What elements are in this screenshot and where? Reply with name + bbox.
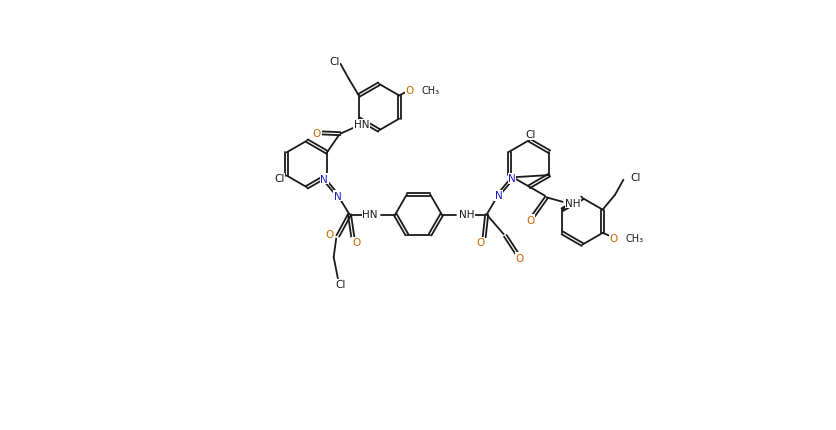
Text: O: O [352, 237, 359, 248]
Text: O: O [476, 237, 483, 248]
Text: O: O [515, 253, 523, 263]
Text: N: N [334, 191, 341, 201]
Text: O: O [325, 230, 334, 240]
Text: NH: NH [459, 210, 474, 220]
Text: NH: NH [564, 198, 580, 208]
Text: N: N [320, 174, 328, 184]
Text: Cl: Cl [630, 173, 640, 183]
Text: Cl: Cl [273, 174, 284, 184]
Text: HN: HN [354, 120, 369, 130]
Text: CH₃: CH₃ [624, 233, 642, 243]
Text: HN: HN [362, 210, 377, 220]
Text: N: N [494, 191, 502, 201]
Text: Cl: Cl [525, 130, 536, 140]
Text: O: O [526, 215, 533, 225]
Text: O: O [405, 86, 414, 95]
Text: CH₃: CH₃ [421, 86, 439, 95]
Text: O: O [609, 233, 617, 243]
Text: Cl: Cl [329, 56, 339, 66]
Text: O: O [313, 129, 321, 138]
Text: Cl: Cl [334, 280, 345, 289]
Text: N: N [507, 174, 515, 184]
